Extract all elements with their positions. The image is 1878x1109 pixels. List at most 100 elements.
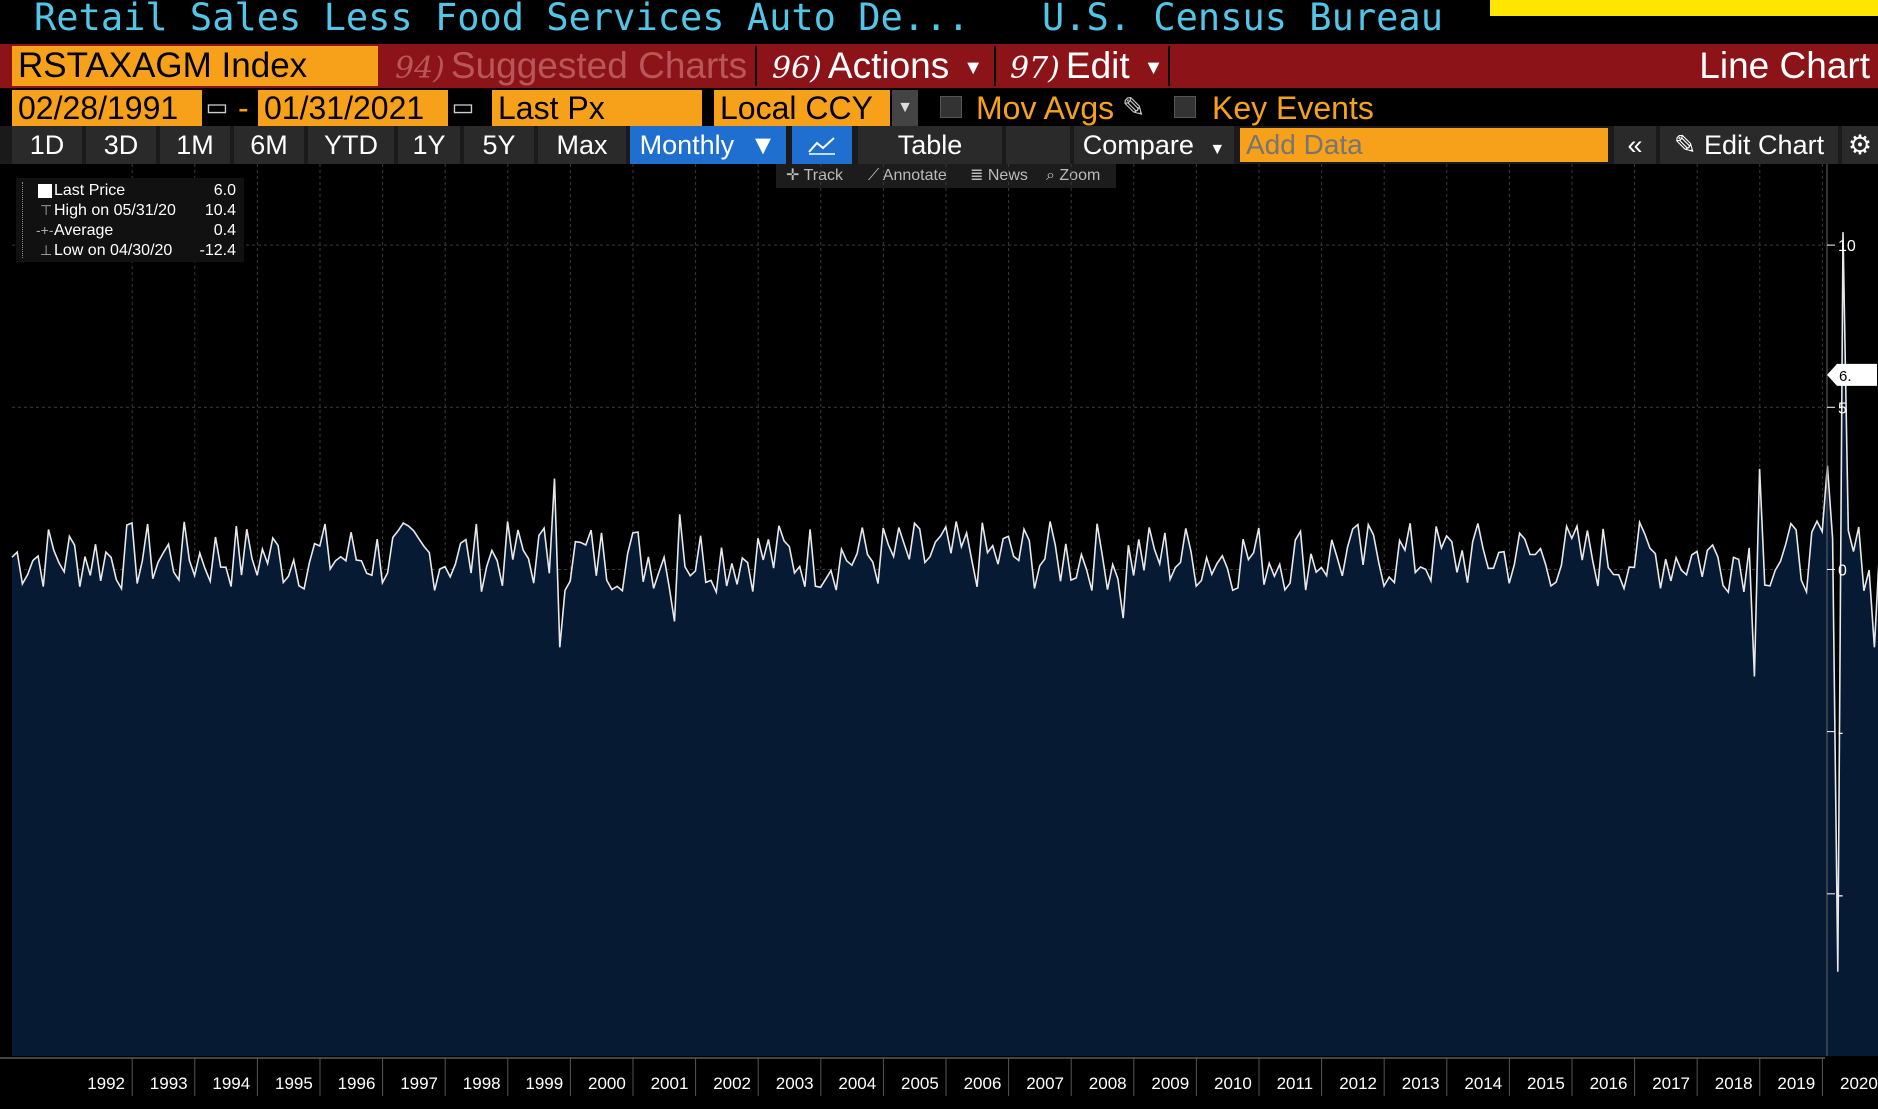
legend-low-value: -12.4 <box>199 242 236 259</box>
ticker-field[interactable]: RSTAXAGM Index <box>12 46 378 86</box>
currency-selector[interactable]: Local CCY <box>714 90 890 126</box>
range-ytd[interactable]: YTD <box>308 126 394 164</box>
suggested-label: Suggested Charts <box>450 45 748 86</box>
y-axis: 10 5 0 - - <box>1826 164 1856 1056</box>
pencil-icon[interactable]: ✎ <box>1122 92 1146 123</box>
pen-icon: ⟋ <box>868 167 883 184</box>
low-marker-icon: ⊥ <box>40 242 53 258</box>
average-marker-icon: -+- <box>36 222 54 238</box>
x-tick-label: 2006 <box>964 1074 1002 1093</box>
magnifier-icon: ⌕ <box>1046 167 1060 184</box>
x-tick-label: 1993 <box>150 1074 188 1093</box>
mov-avgs-label[interactable]: Mov Avgs <box>976 90 1115 126</box>
x-tick-label: 2015 <box>1527 1074 1565 1093</box>
edit-chart-label: Edit Chart <box>1704 130 1825 160</box>
frequency-label: Monthly <box>639 130 735 160</box>
line-chart-icon[interactable] <box>792 126 852 164</box>
x-axis: 1992 1993 1994 1995 1996 1997 1998 1999 2000 2001… <box>87 1058 1878 1096</box>
compare-label: Compare <box>1082 130 1194 160</box>
y-tick-label: - <box>1838 887 1843 904</box>
field-selector[interactable]: Last Px <box>492 90 702 126</box>
range-1m[interactable]: 1M <box>160 126 230 164</box>
x-tick-label: 1992 <box>87 1074 125 1093</box>
x-tick-label: 1998 <box>463 1074 501 1093</box>
end-date-input[interactable]: 01/31/2021 <box>258 90 448 126</box>
x-tick-label: 2004 <box>838 1074 876 1093</box>
yellow-tab[interactable] <box>1490 0 1878 16</box>
track-label: Track <box>803 167 843 184</box>
start-date-input[interactable]: 02/28/1991 <box>12 90 202 126</box>
x-tick-label: 2003 <box>776 1074 814 1093</box>
frequency-dropdown[interactable]: Monthly ▼ <box>630 126 786 164</box>
edit-chart-button[interactable]: ✎ Edit Chart <box>1660 126 1838 164</box>
key-events-label[interactable]: Key Events <box>1212 90 1374 126</box>
data-source: U.S. Census Bureau <box>1042 0 1443 39</box>
key-events-checkbox[interactable] <box>1174 96 1196 118</box>
x-tick-label: 2018 <box>1715 1074 1753 1093</box>
last-value-tag-shape <box>1827 363 1877 386</box>
news-icon: ≣ <box>970 167 988 184</box>
x-tick-label: 2014 <box>1464 1074 1502 1093</box>
edit-menu[interactable]: 97) Edit ▼ <box>998 46 1166 86</box>
legend-low-label: Low on 04/30/20 <box>54 242 173 259</box>
range-1d[interactable]: 1D <box>12 126 82 164</box>
range-3d[interactable]: 3D <box>86 126 156 164</box>
table-button[interactable]: Table <box>858 126 1002 164</box>
mov-avgs-checkbox[interactable] <box>940 96 962 118</box>
zoom-tool[interactable]: ⌕ Zoom <box>1046 166 1100 186</box>
x-tick-label: 2008 <box>1089 1074 1127 1093</box>
date-separator: - <box>238 90 249 126</box>
calendar-icon[interactable]: ▭ <box>205 94 229 121</box>
caret-down-icon: ▼ <box>1209 141 1226 158</box>
double-chevron-left-icon[interactable]: « <box>1614 126 1656 164</box>
actions-number: 96) <box>772 51 822 86</box>
divider <box>755 46 757 86</box>
x-tick-label: 2001 <box>651 1074 689 1093</box>
high-marker-icon: ⊤ <box>40 202 53 218</box>
y-tick-label: 0 <box>1838 562 1847 579</box>
chevron-down-icon: ▼ <box>1143 57 1164 80</box>
range-6m[interactable]: 6M <box>234 126 304 164</box>
annotate-tool[interactable]: ⟋ Annotate <box>868 166 947 186</box>
y-tick-label: - <box>1838 725 1843 742</box>
x-tick-label: 2020 <box>1840 1074 1878 1093</box>
caret-down-icon: ▼ <box>749 130 777 160</box>
suggested-charts-button[interactable]: 94) Suggested Charts <box>383 46 753 86</box>
chart-type-label[interactable]: Line Chart <box>1699 45 1870 86</box>
security-title: Retail Sales Less Food Services Auto De.… <box>34 0 970 39</box>
zoom-label: Zoom <box>1059 167 1101 184</box>
legend-last-value: 6.0 <box>213 182 236 199</box>
divider <box>994 46 996 86</box>
divider <box>1168 46 1170 86</box>
line-chart[interactable]: 1992 1993 1994 1995 1996 1997 1998 1999 2000 2001… <box>0 164 1878 1109</box>
compare-dropdown[interactable]: Compare ▼ <box>1074 126 1234 164</box>
legend-high-label: High on 05/31/20 <box>54 202 176 219</box>
gear-icon[interactable]: ⚙ <box>1842 126 1878 164</box>
x-tick-label: 2005 <box>901 1074 939 1093</box>
calendar-icon[interactable]: ▭ <box>451 94 475 121</box>
range-max[interactable]: Max <box>538 126 626 164</box>
x-tick-label: 2011 <box>1277 1074 1314 1093</box>
x-tick-label: 2010 <box>1214 1074 1252 1093</box>
x-tick-label: 2002 <box>713 1074 751 1093</box>
pencil-icon: ✎ <box>1673 130 1697 160</box>
x-tick-label: 1996 <box>338 1074 376 1093</box>
x-tick-label: 2007 <box>1026 1074 1064 1093</box>
add-data-input[interactable] <box>1240 128 1608 162</box>
news-tool[interactable]: ≣ News <box>970 166 1028 186</box>
last-value-text: 6. <box>1839 368 1852 385</box>
x-tick-label: 2012 <box>1339 1074 1377 1093</box>
x-tick-label: 2013 <box>1402 1074 1440 1093</box>
x-tick-label: 2009 <box>1151 1074 1189 1093</box>
x-tick-label: 2000 <box>588 1074 626 1093</box>
chevron-down-icon: ▼ <box>963 57 984 80</box>
actions-label: Actions <box>827 45 950 86</box>
track-tool[interactable]: ✛ Track <box>786 166 843 186</box>
legend-swatch <box>38 184 52 198</box>
y-tick-label: 5 <box>1838 400 1847 417</box>
chevron-down-icon[interactable]: ▼ <box>892 90 918 126</box>
range-5y[interactable]: 5Y <box>464 126 534 164</box>
actions-menu[interactable]: 96) Actions ▼ <box>760 46 992 86</box>
range-1y[interactable]: 1Y <box>398 126 460 164</box>
legend: Last Price 6.0 ⊤ High on 05/31/20 10.4 -… <box>16 178 244 262</box>
